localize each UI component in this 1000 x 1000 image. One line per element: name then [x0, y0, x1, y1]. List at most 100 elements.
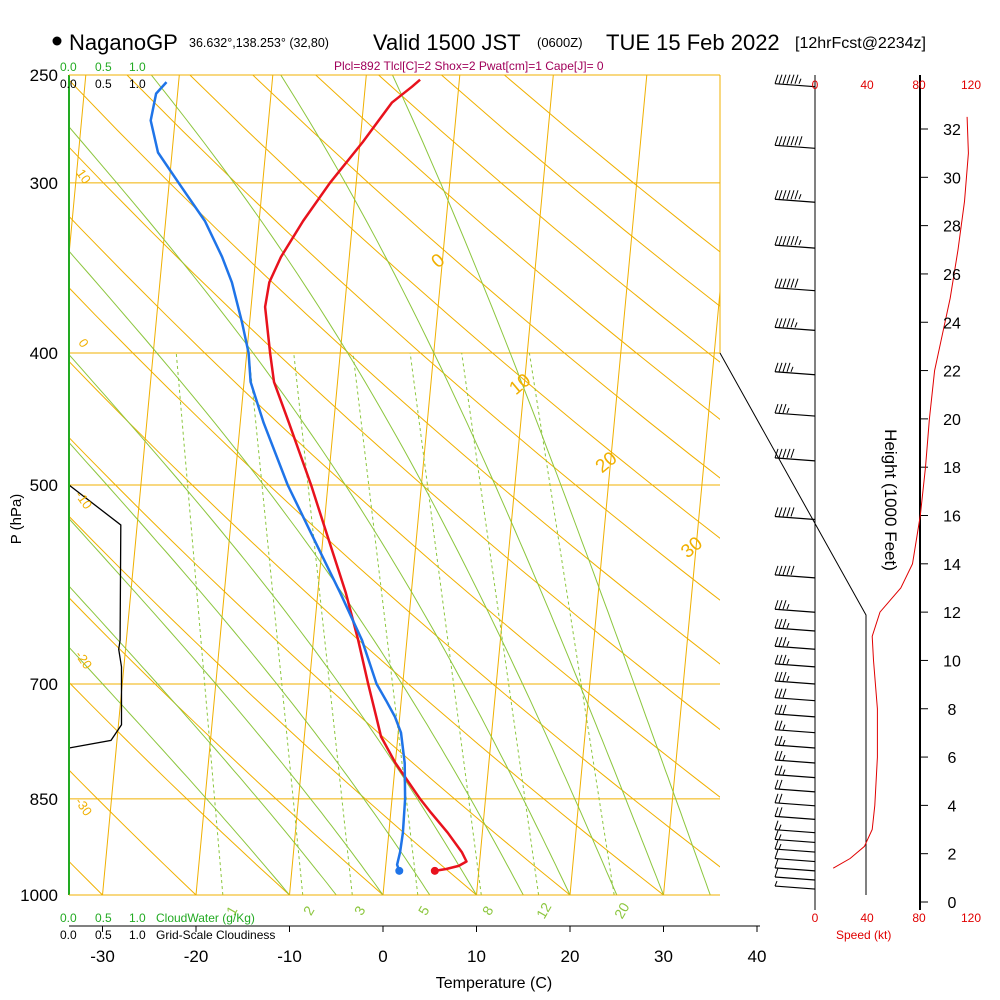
- height-tick-label: 10: [943, 653, 961, 670]
- wind-barb-half-feather: [778, 843, 782, 850]
- wind-barb: [774, 820, 816, 834]
- dry-adiabat: [69, 681, 290, 895]
- dry-adiabat-label: 10: [73, 166, 94, 186]
- isotherm-line: [382, 75, 461, 895]
- wind-barb-feather: [794, 190, 799, 200]
- wind-barb-feather: [774, 362, 779, 372]
- wind-barb-staff: [774, 371, 816, 376]
- wind-barb-feather: [794, 74, 799, 84]
- wind-barb-half-feather: [786, 641, 790, 647]
- wind-barb: [774, 779, 816, 793]
- wind-barb-feather: [778, 618, 783, 629]
- wind-barb-staff: [774, 838, 816, 844]
- wind-barb-feather: [778, 565, 783, 576]
- wind-barb-half-feather: [798, 194, 802, 200]
- wind-barb: [774, 654, 816, 668]
- wind-barb: [774, 235, 816, 249]
- wind-barb-half-feather: [774, 880, 778, 887]
- wind-barb-feather: [778, 688, 783, 698]
- isotherm-label: 20: [592, 448, 622, 478]
- wind-barb-feather: [790, 565, 795, 576]
- wind-barb-staff: [774, 829, 816, 834]
- wind-barb-feather: [778, 720, 783, 730]
- cloudiness-tick-bottom-0: 0.0: [60, 928, 77, 942]
- wind-barb-feather: [774, 858, 779, 869]
- wind-barb: [774, 735, 816, 749]
- height-tick-label: 12: [943, 605, 961, 622]
- wind-barb-feather: [782, 688, 787, 698]
- wind-barb-feather: [778, 136, 783, 146]
- wind-barb-feather: [790, 278, 795, 288]
- wind-barb-feather: [778, 278, 783, 288]
- height-tick-label: 14: [943, 557, 961, 574]
- wind-barb-feather: [778, 654, 783, 665]
- wind-barb: [774, 807, 816, 820]
- cloudiness-tick-bottom-2: 1.0: [129, 928, 146, 942]
- wind-barb-half-feather: [786, 604, 790, 610]
- wind-barb-half-feather: [794, 322, 798, 328]
- y-axis-title: P (hPa): [8, 494, 25, 545]
- wind-barb-staff: [774, 885, 816, 890]
- wind-barb-feather: [778, 448, 783, 459]
- wind-barb-feather: [790, 507, 795, 517]
- height-tick-label: 30: [943, 170, 961, 187]
- height-tick-label: 6: [948, 750, 957, 767]
- pressure-tick-1000: 1000: [20, 886, 58, 905]
- height-tick-label: 28: [943, 219, 961, 236]
- moist-adiabat: [392, 75, 711, 895]
- wind-barb-feather: [794, 278, 799, 288]
- wind-barb-staff: [774, 198, 816, 203]
- wind-barb-feather: [774, 136, 779, 146]
- wind-barb: [774, 618, 816, 632]
- cloudwater-tick-bottom-0: 0.0: [60, 911, 77, 925]
- mixing-ratio-label: 20: [611, 900, 633, 922]
- cloudwater-tick-top-2: 1.0: [129, 60, 146, 74]
- wind-barb-feather: [790, 318, 795, 328]
- wind-barb-staff: [774, 729, 816, 734]
- temperature-tick-label: -20: [184, 947, 209, 966]
- wind-barb-feather: [782, 74, 787, 84]
- wind-barb-half-feather: [782, 754, 786, 761]
- wind-barb-feather: [786, 235, 791, 246]
- wind-barb: [774, 793, 816, 807]
- wind-barb-feather: [782, 618, 787, 629]
- dry-adiabat: [69, 515, 477, 895]
- wind-barb: [774, 849, 816, 863]
- wind-barb-feather: [778, 318, 783, 328]
- wind-barb-half-feather: [798, 78, 802, 84]
- height-tick-label: 2: [948, 847, 957, 864]
- wind-barb-staff: [774, 144, 816, 149]
- wind-barb-feather: [794, 136, 799, 146]
- wind-barb: [774, 74, 816, 88]
- speed-tick-bottom: 0: [812, 911, 819, 925]
- wind-barb: [774, 750, 816, 764]
- wind-barb: [774, 704, 816, 718]
- wind-barb-feather: [774, 278, 779, 288]
- wind-barb-half-feather: [786, 407, 790, 414]
- wind-barb-staff: [774, 457, 816, 462]
- cloudiness-tick-top-0: 0.0: [60, 77, 77, 91]
- mixing-ratio-line: [409, 352, 482, 895]
- wind-barb-staff: [774, 788, 816, 793]
- mixing-ratio-label: 3: [351, 903, 369, 918]
- wind-barb: [774, 362, 816, 376]
- moist-adiabat: [69, 126, 571, 895]
- wind-barb-feather: [790, 448, 795, 459]
- wind-barb-staff: [774, 857, 816, 863]
- temperature-tick-label: 0: [378, 947, 387, 966]
- wind-barb: [774, 190, 816, 203]
- station-bullet: [52, 36, 62, 46]
- stability-indices: Plcl=892 Tlcl[C]=2 Shox=2 Pwat[cm]=1 Cap…: [334, 59, 604, 73]
- dewpoint-profile: [149, 81, 407, 872]
- wind-barb-feather: [782, 136, 787, 146]
- wind-barb-staff: [774, 412, 816, 417]
- wind-barb-staff: [774, 744, 816, 749]
- wind-barb-feather: [782, 235, 787, 246]
- wind-barb: [774, 880, 816, 890]
- cloudiness-profile: [68, 484, 123, 749]
- dry-adiabat-label: 0: [75, 336, 91, 351]
- wind-barb-feather: [782, 565, 787, 576]
- isotherm-line: [195, 75, 274, 895]
- dry-adiabat: [69, 360, 664, 895]
- wind-barb-feather: [774, 830, 779, 840]
